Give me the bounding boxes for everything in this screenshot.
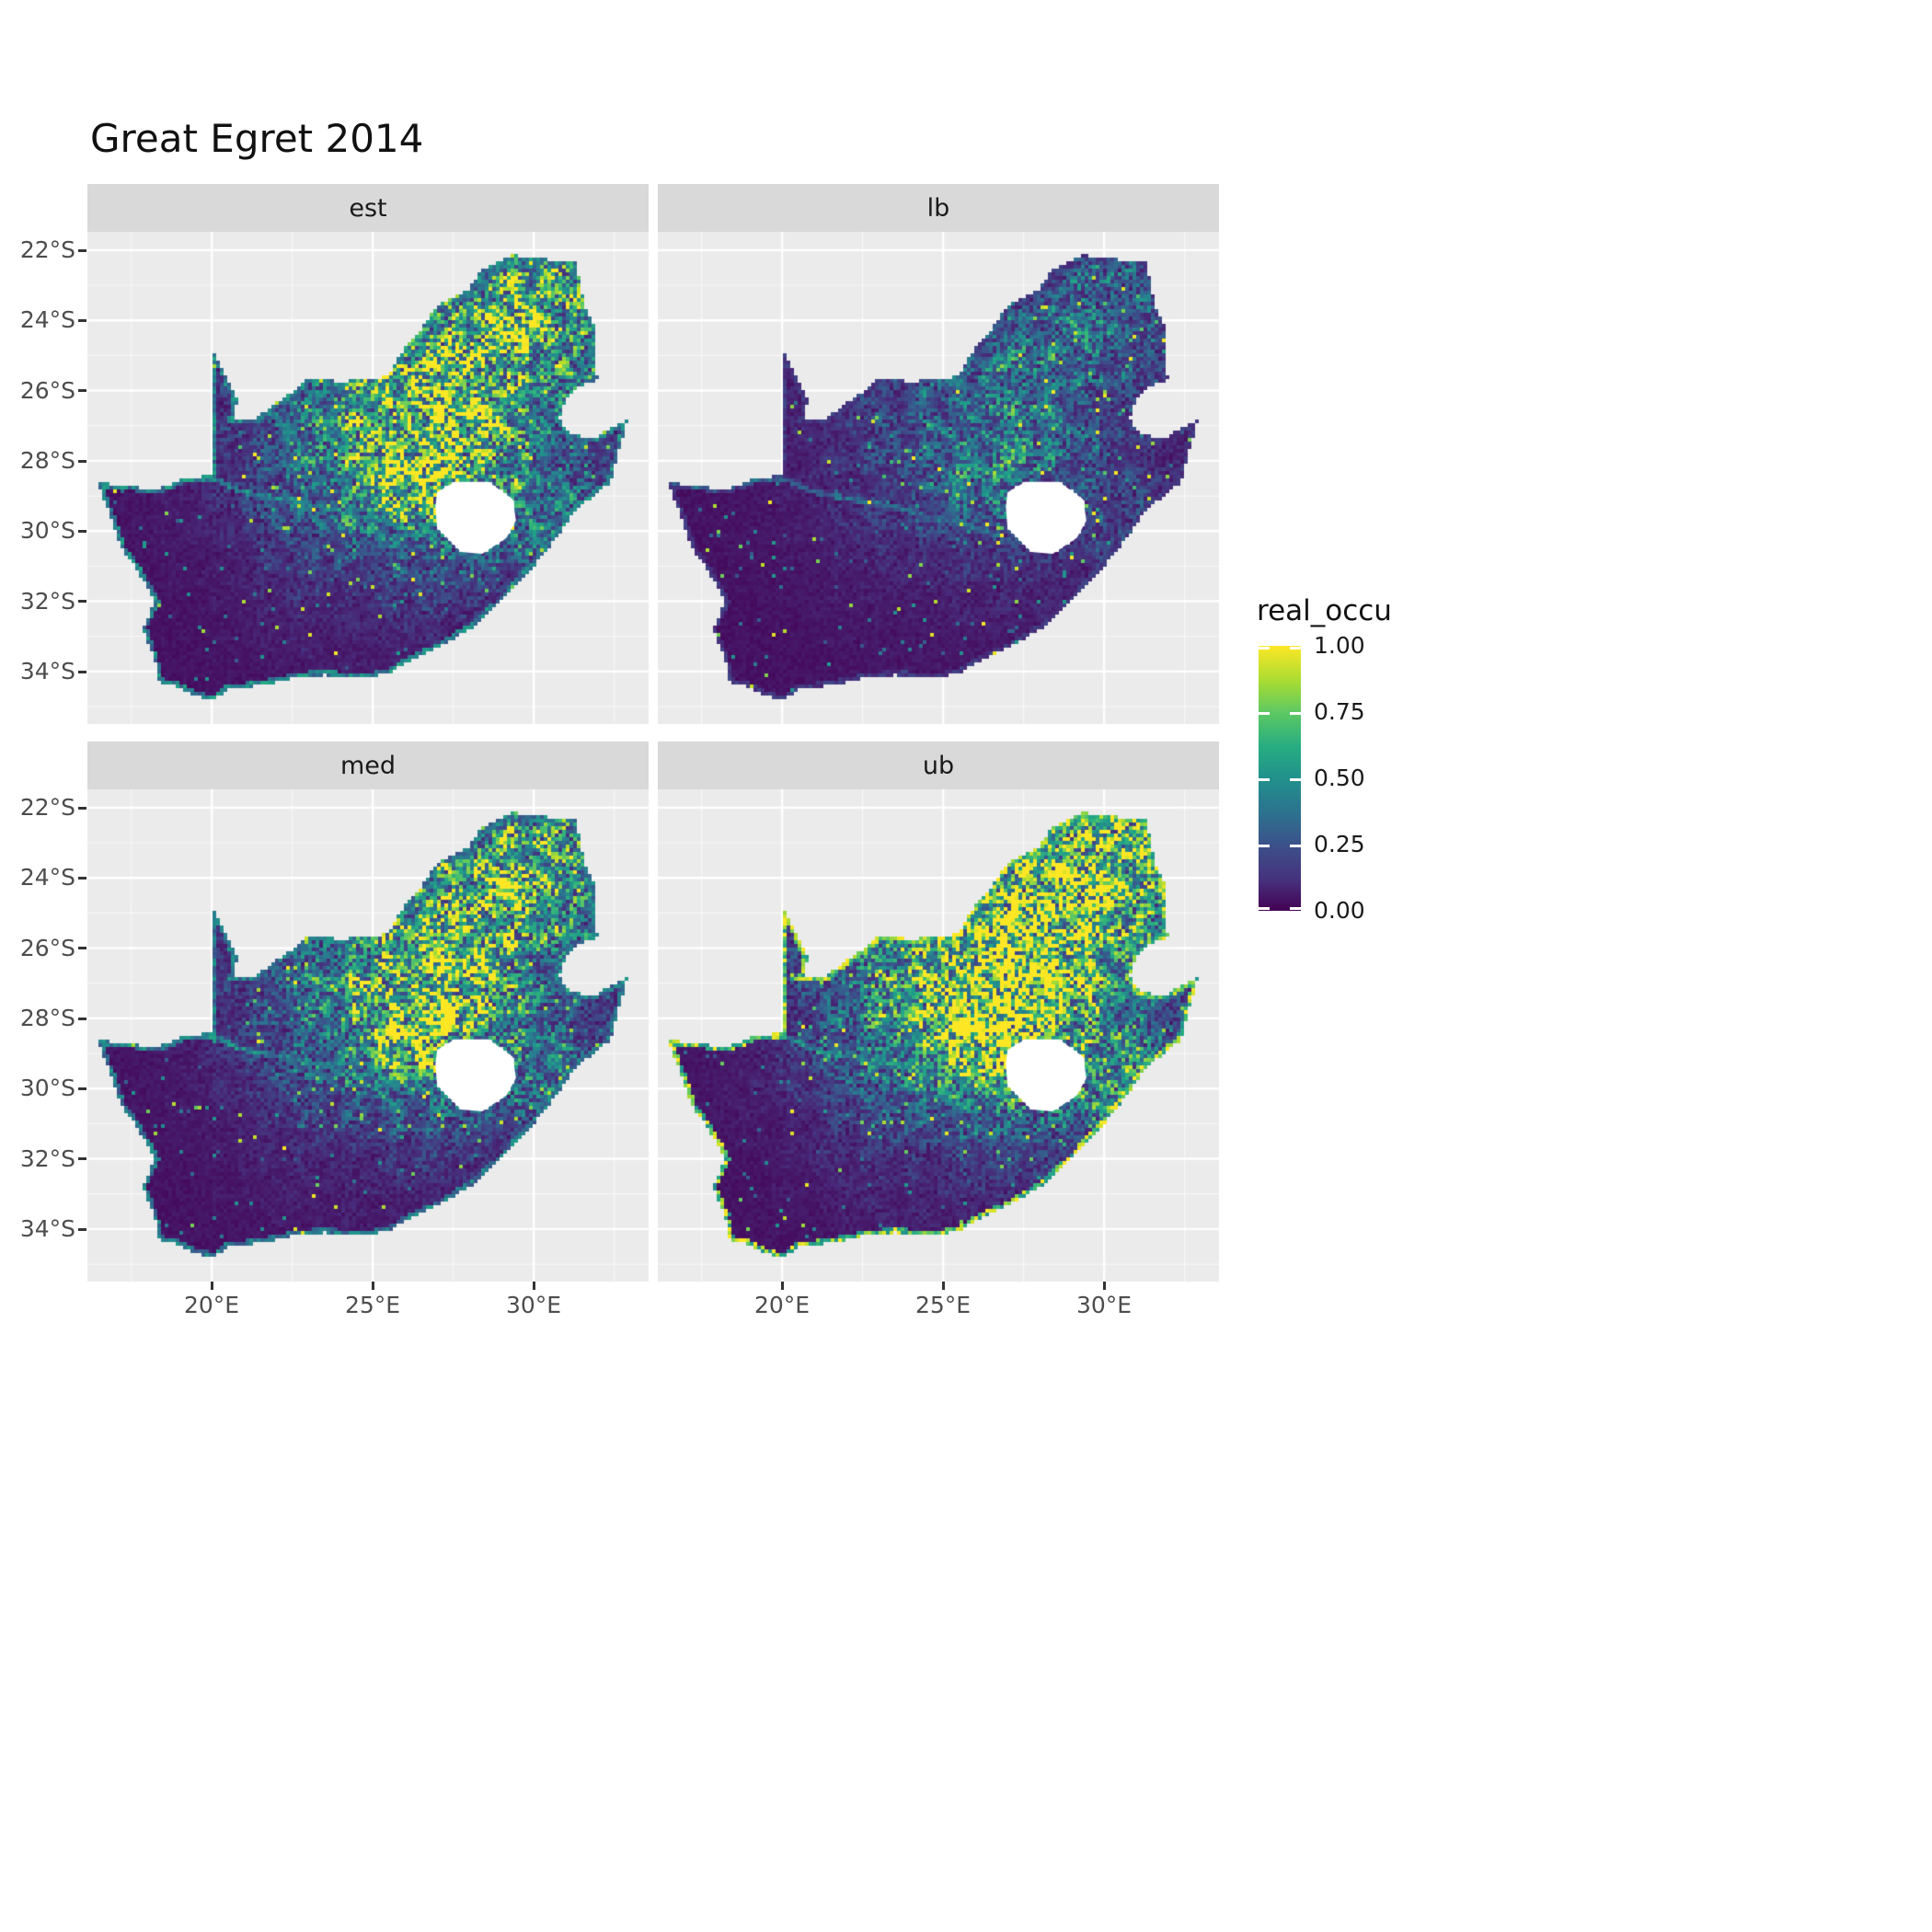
facet-strip-med: med [87,742,649,789]
y-axis-label: 32°S [19,1145,75,1172]
legend-tick-label: 0.25 [1314,831,1365,857]
facet-strip-label-est: est [349,193,387,223]
y-axis-label: 26°S [19,377,75,404]
facet-strip-label-ub: ub [922,751,955,780]
legend-tick-mark [1259,712,1270,715]
y-axis-label: 30°S [19,517,75,544]
axis-tick-mark [1103,1282,1106,1290]
axis-tick-mark [211,1282,213,1290]
map-panel-med [87,789,649,1282]
x-axis-label: 25°E [344,1292,401,1318]
legend-tick-mark [1290,845,1301,847]
y-axis-label: 26°S [19,935,75,961]
axis-tick-mark [533,1282,535,1290]
axis-tick-mark [78,947,86,949]
map-canvas-med [87,789,649,1282]
x-axis-label: 20°E [183,1292,240,1318]
map-canvas-est [87,232,649,724]
y-axis-label: 30°S [19,1075,75,1101]
legend-tick-label: 0.00 [1314,897,1365,924]
map-panel-est [87,232,649,724]
map-canvas-lb [658,232,1219,724]
facet-strip-label-med: med [339,751,397,780]
axis-tick-mark [78,1087,86,1090]
axis-tick-mark [78,877,86,880]
legend-tick-mark [1290,712,1301,715]
facet-strip-lb: lb [658,184,1219,232]
axis-tick-mark [78,249,86,252]
axis-tick-mark [78,600,86,603]
legend-tick-label: 0.75 [1314,698,1365,725]
chart-title: Great Egret 2014 [90,116,424,161]
legend-tick-mark [1290,647,1301,650]
axis-tick-mark [78,671,86,673]
y-axis-label: 32°S [19,588,75,615]
map-panel-ub [658,789,1219,1282]
axis-tick-mark [942,1282,945,1290]
legend-tick-mark [1290,907,1301,910]
facet-strip-label-lb: lb [926,193,950,223]
axis-tick-mark [78,530,86,533]
legend-tick-label: 0.50 [1314,765,1365,791]
y-axis-label: 28°S [19,447,75,474]
y-axis-label: 34°S [19,658,75,684]
y-axis-label: 24°S [19,864,75,891]
facet-strip-est: est [87,184,649,232]
y-axis-label: 22°S [19,794,75,821]
legend-tick-mark [1259,907,1270,910]
x-axis-label: 30°E [1075,1292,1133,1318]
facet-strip-ub: ub [658,742,1219,789]
legend-tick-mark [1259,647,1270,650]
map-panel-lb [658,232,1219,724]
y-axis-label: 28°S [19,1005,75,1031]
y-axis-label: 24°S [19,306,75,333]
axis-tick-mark [78,807,86,810]
y-axis-label: 22°S [19,236,75,263]
axis-tick-mark [78,460,86,463]
axis-tick-mark [78,389,86,392]
axis-tick-mark [78,1157,86,1160]
x-axis-label: 20°E [753,1292,811,1318]
axis-tick-mark [78,319,86,322]
legend-tick-mark [1290,778,1301,781]
legend-tick-mark [1259,778,1270,781]
x-axis-label: 25°E [914,1292,972,1318]
legend-title: real_occu [1257,594,1392,627]
axis-tick-mark [78,1018,86,1020]
map-canvas-ub [658,789,1219,1282]
legend-tick-mark [1259,845,1270,847]
axis-tick-mark [372,1282,374,1290]
x-axis-label: 30°E [505,1292,562,1318]
legend-tick-label: 1.00 [1314,632,1365,659]
axis-tick-mark [78,1228,86,1231]
y-axis-label: 34°S [19,1215,75,1242]
axis-tick-mark [781,1282,784,1290]
